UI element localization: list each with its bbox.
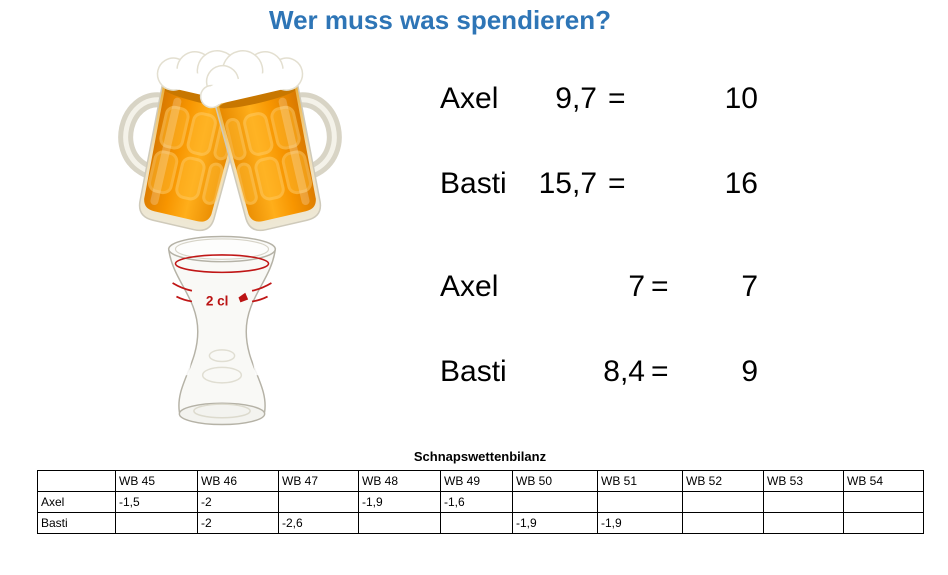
table-cell: [763, 512, 844, 534]
shot-glass-icon: 2 cl: [167, 235, 277, 426]
equation-row-schnaps-axel: Axel 7 = 7: [440, 271, 758, 303]
table-cell: [512, 491, 598, 513]
table-header-cell: WB 47: [278, 470, 359, 492]
table-cell: [597, 491, 683, 513]
table-cell: [278, 491, 359, 513]
equals-sign: =: [651, 355, 669, 388]
calibration-marks: [172, 282, 272, 303]
table-cell: -2,6: [278, 512, 359, 534]
person-name: Basti: [440, 167, 507, 200]
table-cell: [682, 491, 764, 513]
raw-value: 8,4: [603, 355, 645, 388]
table-header-cell: WB 45: [115, 470, 198, 492]
table-row: Axel -1,5 -2 -1,9 -1,6: [37, 491, 924, 513]
table-cell: -1,9: [597, 512, 683, 534]
table-header-cell: WB 51: [597, 470, 683, 492]
table-header-cell: WB 48: [358, 470, 441, 492]
table-title: Schnapswettenbilanz: [413, 449, 547, 464]
person-name: Axel: [440, 270, 499, 303]
shot-glass-volume-label: 2 cl: [206, 293, 229, 308]
equals-sign: =: [651, 270, 669, 303]
table-cell: -1,9: [358, 491, 441, 513]
table-header-row: WB 45 WB 46 WB 47 WB 48 WB 49 WB 50 WB 51 WB 52…: [37, 470, 924, 492]
raw-value: 9,7: [555, 82, 597, 115]
rounded-result: 7: [741, 270, 758, 303]
table-cell: [843, 491, 924, 513]
schnaps-table: WB 45 WB 46 WB 47 WB 48 WB 49 WB 50 WB 51 WB 52…: [37, 470, 924, 534]
table-header-cell: WB 46: [197, 470, 279, 492]
beer-mugs-image: [84, 46, 376, 238]
table-header-cell: WB 52: [682, 470, 764, 492]
table-cell: -2: [197, 512, 279, 534]
table-cell: [358, 512, 441, 534]
raw-value: 7: [628, 270, 645, 303]
equation-row-beer-basti: Basti 15,7 = 16: [440, 168, 758, 200]
table-cell: [843, 512, 924, 534]
table-header-cell: WB 53: [763, 470, 844, 492]
table-body: Axel -1,5 -2 -1,9 -1,6 Basti -2 -2,6 -1,9 -1,9: [37, 491, 924, 534]
table-row: Basti -2 -2,6 -1,9 -1,9: [37, 512, 924, 534]
table-cell: [682, 512, 764, 534]
fill-line-mark: [174, 254, 270, 274]
row-label-cell: Axel: [37, 491, 116, 513]
rounded-result: 16: [724, 167, 758, 200]
person-name: Basti: [440, 355, 507, 388]
table-cell: -1,9: [512, 512, 598, 534]
equals-sign: =: [608, 82, 626, 115]
raw-value: 15,7: [538, 167, 597, 200]
table-header-cell: WB 49: [440, 470, 513, 492]
rounded-result: 9: [741, 355, 758, 388]
table-cell: [763, 491, 844, 513]
beer-mugs-icon: [84, 46, 376, 238]
page-title: Wer muss was spendieren?: [269, 5, 611, 35]
table-cell: -2: [197, 491, 279, 513]
table-header-cell: WB 50: [512, 470, 598, 492]
table-header-cell: [37, 470, 116, 492]
table-header-cell: WB 54: [843, 470, 924, 492]
shot-glass-image: 2 cl: [159, 231, 285, 431]
equals-sign: =: [608, 167, 626, 200]
table-cell: -1,5: [115, 491, 198, 513]
equation-row-beer-axel: Axel 9,7 = 10: [440, 83, 758, 115]
table-cell: -1,6: [440, 491, 513, 513]
row-label-cell: Basti: [37, 512, 116, 534]
rounded-result: 10: [724, 82, 758, 115]
table-cell: [440, 512, 513, 534]
table-cell: [115, 512, 198, 534]
equation-row-schnaps-basti: Basti 8,4 = 9: [440, 356, 758, 388]
person-name: Axel: [440, 82, 499, 115]
stamp-mark: [238, 292, 249, 303]
